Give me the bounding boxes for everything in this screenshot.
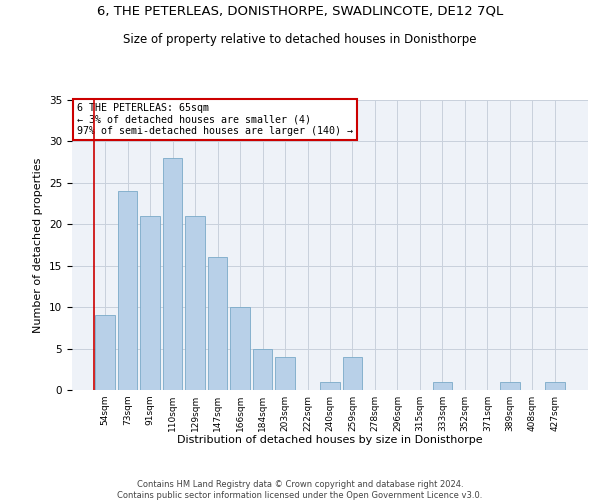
Bar bbox=[140, 216, 160, 390]
Bar bbox=[545, 382, 565, 390]
Bar bbox=[95, 316, 115, 390]
Bar bbox=[343, 357, 362, 390]
Bar bbox=[500, 382, 520, 390]
Bar bbox=[275, 357, 295, 390]
Text: 6 THE PETERLEAS: 65sqm
← 3% of detached houses are smaller (4)
97% of semi-detac: 6 THE PETERLEAS: 65sqm ← 3% of detached … bbox=[77, 103, 353, 136]
Bar bbox=[163, 158, 182, 390]
Y-axis label: Number of detached properties: Number of detached properties bbox=[34, 158, 43, 332]
Text: Size of property relative to detached houses in Donisthorpe: Size of property relative to detached ho… bbox=[123, 32, 477, 46]
Bar bbox=[208, 258, 227, 390]
Bar bbox=[253, 348, 272, 390]
Bar bbox=[185, 216, 205, 390]
Bar bbox=[320, 382, 340, 390]
Bar bbox=[118, 191, 137, 390]
Text: Distribution of detached houses by size in Donisthorpe: Distribution of detached houses by size … bbox=[177, 435, 483, 445]
Text: Contains HM Land Registry data © Crown copyright and database right 2024.
Contai: Contains HM Land Registry data © Crown c… bbox=[118, 480, 482, 500]
Bar bbox=[230, 307, 250, 390]
Text: 6, THE PETERLEAS, DONISTHORPE, SWADLINCOTE, DE12 7QL: 6, THE PETERLEAS, DONISTHORPE, SWADLINCO… bbox=[97, 5, 503, 18]
Bar bbox=[433, 382, 452, 390]
